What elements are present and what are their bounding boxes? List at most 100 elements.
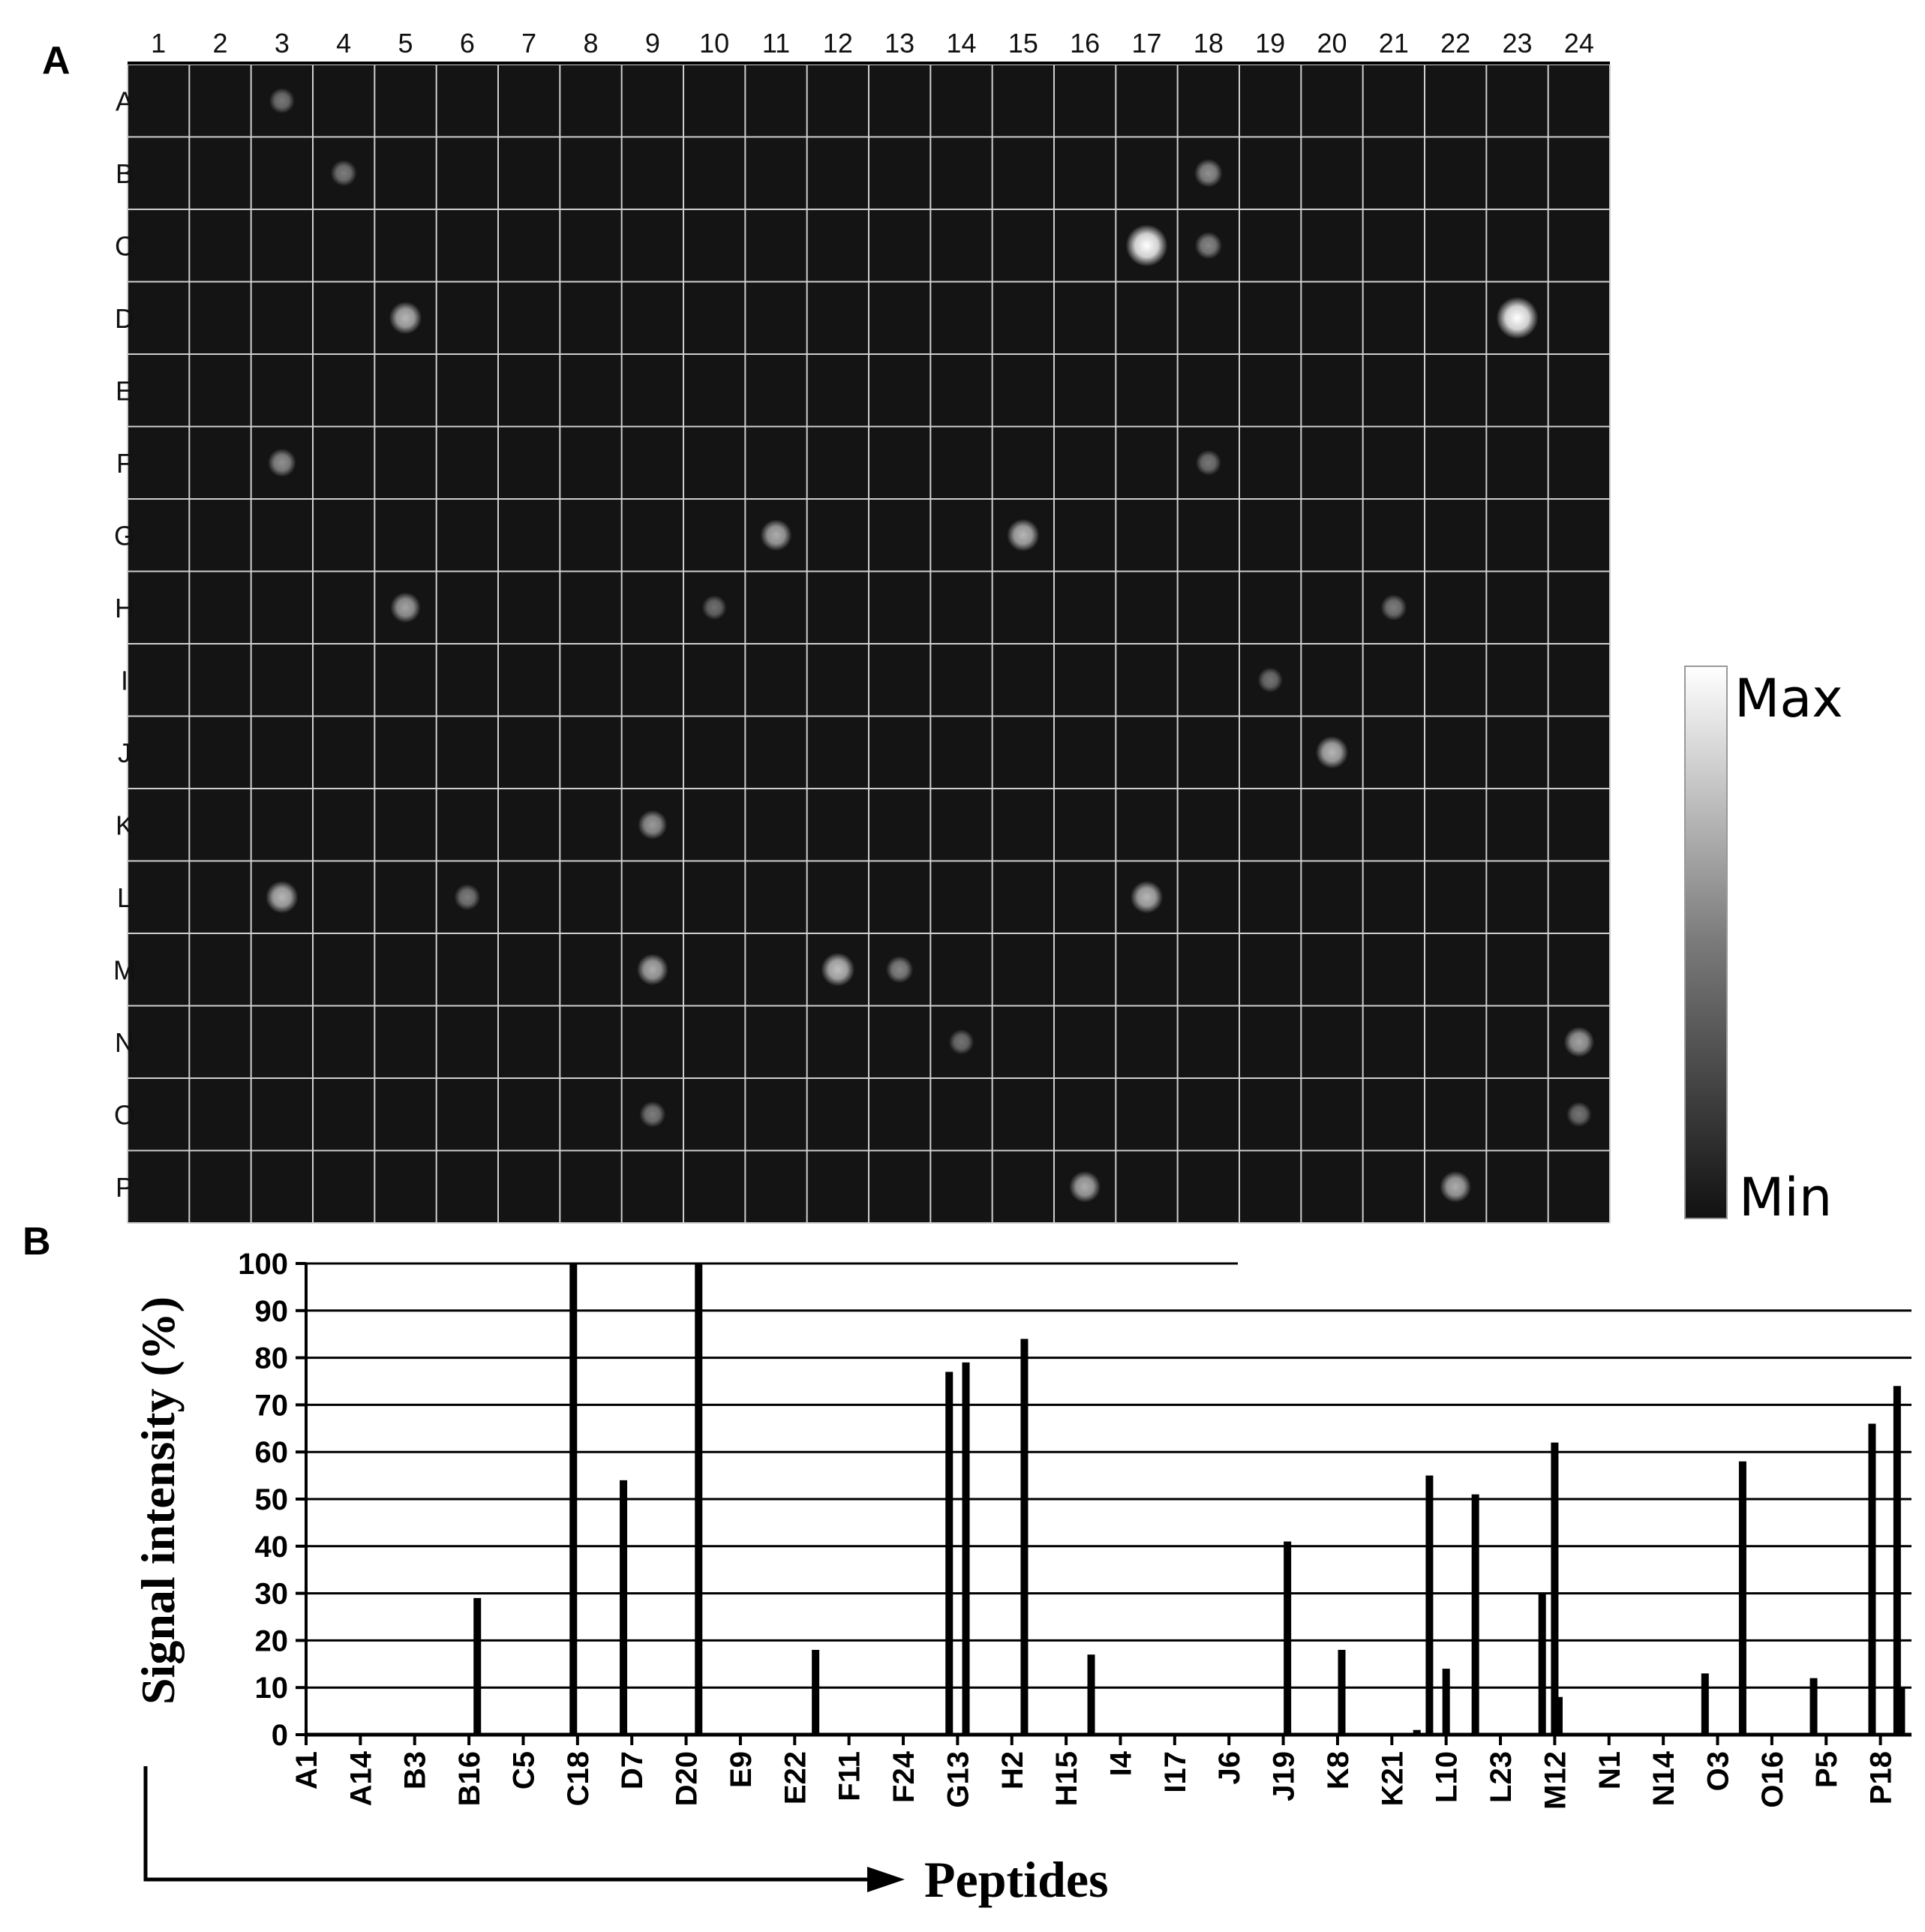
x-tick-label: F24	[887, 1750, 920, 1803]
x-tick-label: E9	[725, 1751, 758, 1788]
array-spot	[636, 954, 668, 986]
array-spot	[701, 595, 727, 620]
x-tick-label: A1	[290, 1751, 323, 1789]
x-tick-label: L10	[1431, 1751, 1464, 1803]
array-spot	[330, 160, 357, 187]
array-column-label: 21	[1379, 28, 1409, 59]
array-spot	[639, 1101, 666, 1128]
x-tick-label: O3	[1702, 1751, 1735, 1791]
x-tick-label: K8	[1322, 1751, 1355, 1789]
chart-bars	[473, 1263, 1905, 1735]
array-spot	[1257, 667, 1283, 693]
array-spot	[1315, 736, 1349, 769]
array-row-label: D	[115, 303, 134, 334]
bar-g11	[945, 1372, 953, 1735]
array-spot	[1130, 881, 1164, 914]
x-tick-label: L23	[1485, 1751, 1518, 1803]
bar-l10	[1442, 1669, 1450, 1735]
y-axis-ticks: 0 10 20 30 40 50 60 70 80 90 100	[238, 1248, 306, 1752]
array-row-label: L	[117, 882, 132, 913]
x-tick-label: J6	[1213, 1751, 1246, 1785]
bar-p23	[1897, 1687, 1905, 1735]
array-row-label: G	[114, 520, 135, 551]
array-column-label: 19	[1255, 28, 1285, 59]
array-column-label: 7	[521, 28, 536, 59]
array-row-label: I	[121, 665, 128, 696]
x-tick-label: E22	[779, 1751, 812, 1804]
x-tick-label: I4	[1104, 1750, 1137, 1776]
bar-l17	[1471, 1494, 1479, 1735]
array-row-label: J	[118, 738, 131, 768]
array-column-label: 11	[762, 28, 790, 59]
array-spot	[1125, 224, 1168, 267]
x-axis-arrow	[143, 1766, 905, 1892]
x-tick-label: D20	[671, 1751, 704, 1806]
x-tick-label: G13	[941, 1751, 975, 1808]
y-tick-label: 80	[255, 1342, 289, 1375]
x-tick-label: B3	[399, 1751, 432, 1789]
array-row-label: E	[116, 375, 134, 406]
array-column-label: 1	[151, 28, 166, 59]
y-tick-label: 20	[255, 1624, 289, 1657]
bar-b18	[473, 1597, 482, 1735]
colorbar-max-label: Max	[1734, 668, 1843, 729]
bar-o9	[1738, 1461, 1746, 1735]
array-spot	[1069, 1170, 1101, 1203]
array-spot	[1563, 1026, 1595, 1058]
array-spot	[885, 956, 914, 984]
x-tick-label: N1	[1593, 1751, 1626, 1789]
array-column-label: 20	[1317, 28, 1347, 59]
array-spot	[1195, 449, 1221, 476]
panel-a-letter: A	[42, 39, 71, 83]
x-axis-ticks: A1 A14 B3 B16 C5 C18 D7 D20 E9 E22 F11 F24 G13 H2 H15 I…	[290, 1735, 1898, 1810]
bar-g15	[962, 1362, 970, 1735]
y-tick-label: 50	[255, 1483, 289, 1516]
x-tick-label: N14	[1647, 1750, 1680, 1806]
x-tick-label: H2	[996, 1751, 1029, 1789]
y-tick-label: 90	[255, 1295, 289, 1328]
array-row-label: C	[115, 230, 134, 261]
x-tick-label: P18	[1865, 1751, 1898, 1804]
array-column-label: 23	[1502, 28, 1532, 59]
x-tick-label: C5	[507, 1751, 540, 1789]
bar-d5	[620, 1480, 628, 1735]
array-spot	[269, 88, 295, 114]
array-column-label: 10	[699, 28, 729, 59]
array-spot	[760, 519, 792, 551]
array-column-label: 24	[1564, 28, 1594, 59]
signal-intensity-chart: 0 10 20 30 40 50 60 70 80 90 100 A1 A14 B3 B16 C5 C18 D7…	[131, 1248, 1911, 1908]
y-tick-label: 10	[255, 1672, 289, 1705]
bar-l3	[1413, 1729, 1421, 1735]
array-row-label: B	[116, 158, 134, 189]
array-row-label: A	[116, 86, 134, 116]
array-row-label: H	[115, 593, 134, 623]
array-column-label: 8	[583, 28, 598, 59]
chart-gridlines	[306, 1262, 1911, 1689]
array-row-label: K	[116, 810, 134, 840]
array-spot	[1194, 158, 1223, 188]
bar-f3	[812, 1649, 820, 1735]
bar-n24	[1701, 1673, 1709, 1735]
x-tick-label: P5	[1810, 1751, 1843, 1788]
panel-b-letter: B	[23, 1220, 51, 1263]
array-row-label: P	[116, 1172, 134, 1203]
x-tick-label: F11	[833, 1751, 866, 1801]
array-spot	[1194, 232, 1223, 260]
bar-c17	[569, 1263, 578, 1735]
x-tick-label: D7	[616, 1751, 649, 1789]
array-spot	[390, 592, 421, 623]
x-tick-label: A14	[344, 1750, 377, 1806]
colorbar: Max Min	[1684, 666, 1843, 1228]
y-tick-label: 60	[255, 1436, 289, 1469]
array-row-labels: A B C D E F G H I J K L M N O P	[113, 86, 136, 1203]
array-spot	[1566, 1101, 1592, 1128]
array-column-labels: 1 2 3 4 5 6 7 8 9 10 11 12 13 14 15 16 17 18 19 20 21 22 23 24	[151, 28, 1594, 59]
bar-m13	[1554, 1696, 1563, 1735]
array-column-label: 12	[823, 28, 853, 59]
y-tick-label: 70	[255, 1389, 289, 1422]
array-spot	[1380, 594, 1407, 621]
bar-p22	[1893, 1386, 1901, 1735]
array-column-label: 18	[1194, 28, 1224, 59]
array-column-label: 15	[1008, 28, 1038, 59]
